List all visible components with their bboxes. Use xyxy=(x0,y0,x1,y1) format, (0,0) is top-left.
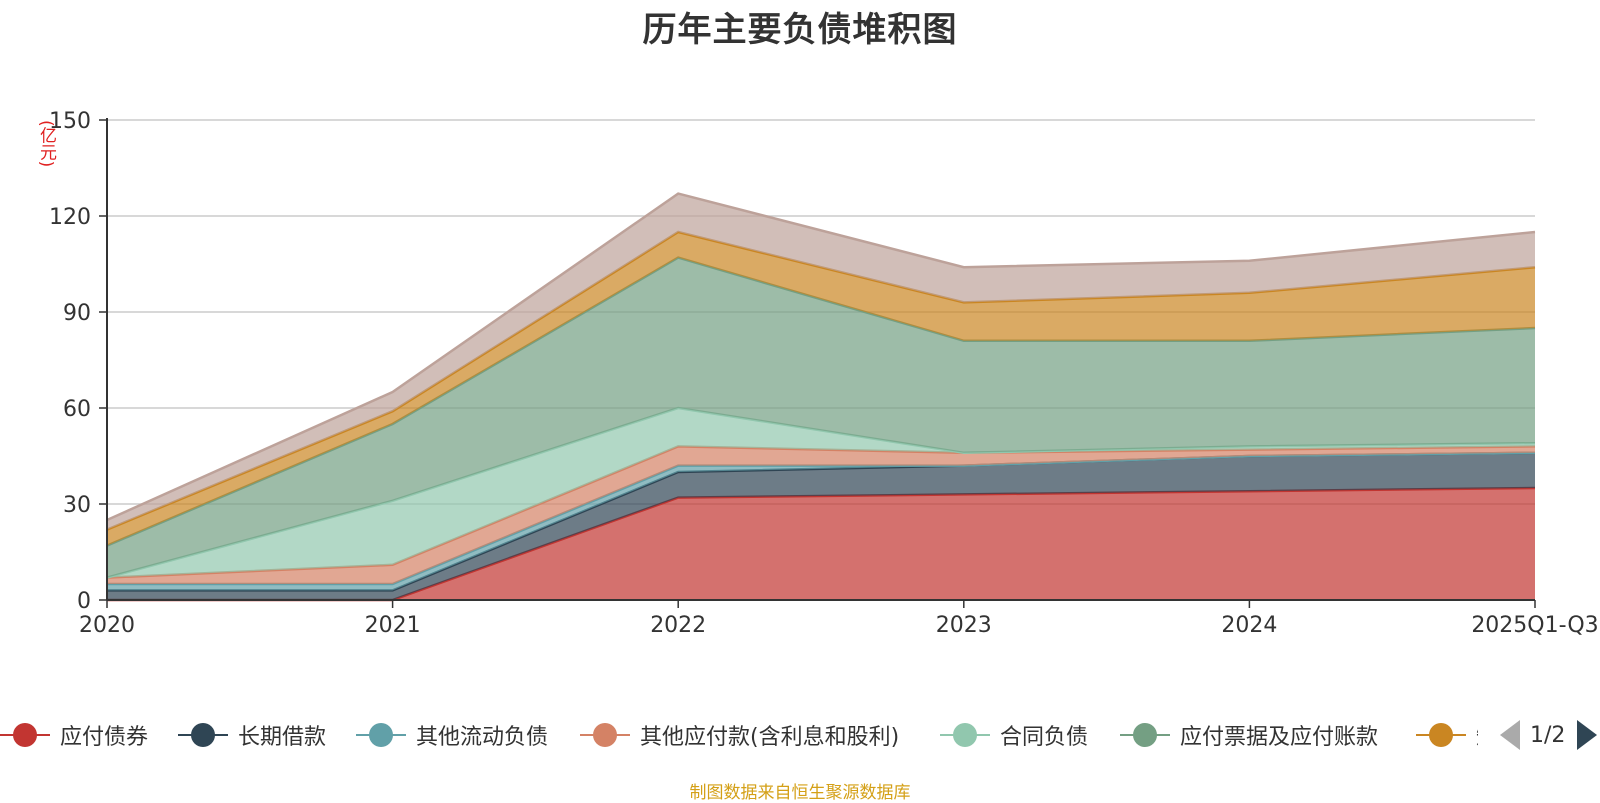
area-series-3 xyxy=(107,446,1535,584)
x-tick-label-5: 2025Q1-Q3 xyxy=(1471,613,1598,638)
legend-pager: 1/2 xyxy=(1500,718,1598,752)
area-series-2 xyxy=(107,452,1535,591)
legend-label: 长期借款 xyxy=(238,725,327,750)
y-tick-label-30: 30 xyxy=(63,493,91,518)
legend-marker-icon xyxy=(940,722,990,748)
legend-marker-icon xyxy=(356,722,406,748)
legend-marker-icon xyxy=(580,722,630,748)
legend-label: 其他流动负债 xyxy=(416,725,549,750)
legend-item-0[interactable]: 应付债券 xyxy=(0,718,148,752)
area-layer xyxy=(106,192,1536,602)
legend-item-3[interactable]: 其他应付款(含利息和股利) xyxy=(580,718,899,752)
y-tick-label-120: 120 xyxy=(49,205,91,230)
line-series-7 xyxy=(106,192,1536,522)
x-tick-label-0: 2020 xyxy=(79,613,135,638)
legend-item-6[interactable]: 短期借款 xyxy=(1416,718,1478,752)
source-footnote: 制图数据来自恒生聚源数据库 xyxy=(689,783,911,803)
chart-title: 历年主要负债堆积图 xyxy=(642,10,958,50)
legend-marker-icon xyxy=(0,722,50,748)
legend-marker-icon xyxy=(1120,722,1170,748)
legend-next-icon[interactable] xyxy=(1577,720,1598,750)
legend-item-5[interactable]: 应付票据及应付账款 xyxy=(1120,718,1378,752)
legend-marker-icon xyxy=(178,722,228,748)
area-series-1 xyxy=(107,452,1535,600)
line-series-3 xyxy=(106,445,1536,579)
legend-label: 合同负债 xyxy=(1000,725,1089,750)
y-axis-unit-label: (亿元) xyxy=(36,120,56,168)
y-tick-label-150: 150 xyxy=(49,109,91,134)
y-tick-label-0: 0 xyxy=(77,589,91,614)
axis-layer: 0 30 60 90 120 150 2020 2021 2022 2023 2024 2025Q1-… xyxy=(49,109,1599,638)
area-series-7 xyxy=(107,193,1535,530)
legend-marker-icon xyxy=(1416,722,1466,748)
legend-label: 应付票据及应付账款 xyxy=(1180,725,1379,750)
area-series-5 xyxy=(107,257,1535,578)
area-series-0 xyxy=(107,488,1535,600)
legend-item-2[interactable]: 其他流动负债 xyxy=(356,718,548,752)
x-tick-label-2: 2022 xyxy=(650,613,706,638)
area-series-4 xyxy=(107,408,1535,578)
y-tick-label-60: 60 xyxy=(63,397,91,422)
x-tick-label-4: 2024 xyxy=(1221,613,1277,638)
legend-label: 其他应付款(含利息和股利) xyxy=(640,725,900,750)
legend-label: 应付债券 xyxy=(60,725,149,750)
y-tick-label-90: 90 xyxy=(63,301,91,326)
legend-label: 短期借款 xyxy=(1476,719,1478,751)
legend-page-indicator: 1/2 xyxy=(1530,722,1566,748)
legend-item-4[interactable]: 合同负债 xyxy=(940,718,1088,752)
x-tick-label-1: 2021 xyxy=(365,613,421,638)
legend: 应付债券 长期借款 其他流动负债 其他应付款(含利息和股利) 合同负债 应付票据及应付账款… xyxy=(0,718,1600,754)
area-series-6 xyxy=(107,232,1535,546)
legend-prev-icon[interactable] xyxy=(1500,720,1520,750)
legend-items: 应付债券 长期借款 其他流动负债 其他应付款(含利息和股利) 合同负债 应付票据及应付账款… xyxy=(0,718,1478,754)
legend-item-1[interactable]: 长期借款 xyxy=(178,718,326,752)
x-tick-label-3: 2023 xyxy=(936,613,992,638)
